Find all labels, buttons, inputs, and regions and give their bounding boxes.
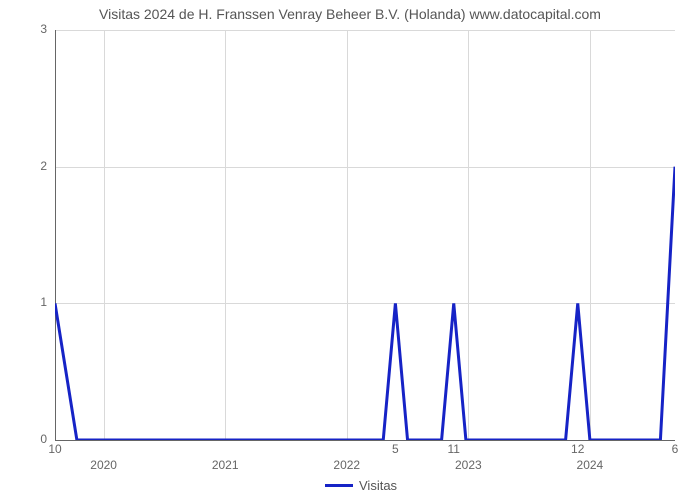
x-tick-label: 2023 xyxy=(438,458,498,472)
line-series xyxy=(55,30,675,440)
data-point-label: 10 xyxy=(40,442,70,456)
x-axis xyxy=(55,440,675,441)
y-tick-label: 1 xyxy=(17,295,47,309)
data-point-label: 11 xyxy=(439,442,469,456)
legend-label: Visitas xyxy=(359,478,397,493)
x-tick-label: 2020 xyxy=(74,458,134,472)
x-tick-label: 2022 xyxy=(317,458,377,472)
legend-swatch xyxy=(325,484,353,487)
x-tick-label: 2021 xyxy=(195,458,255,472)
data-point-label: 12 xyxy=(563,442,593,456)
x-tick-label: 2024 xyxy=(560,458,620,472)
plot-area: 01232020202120222023202410511126 xyxy=(55,30,675,440)
y-tick-label: 2 xyxy=(17,159,47,173)
data-point-label: 6 xyxy=(660,442,690,456)
chart-title: Visitas 2024 de H. Franssen Venray Behee… xyxy=(0,6,700,22)
legend: Visitas xyxy=(325,478,397,493)
y-tick-label: 3 xyxy=(17,22,47,36)
chart-container: Visitas 2024 de H. Franssen Venray Behee… xyxy=(0,0,700,500)
data-point-label: 5 xyxy=(380,442,410,456)
